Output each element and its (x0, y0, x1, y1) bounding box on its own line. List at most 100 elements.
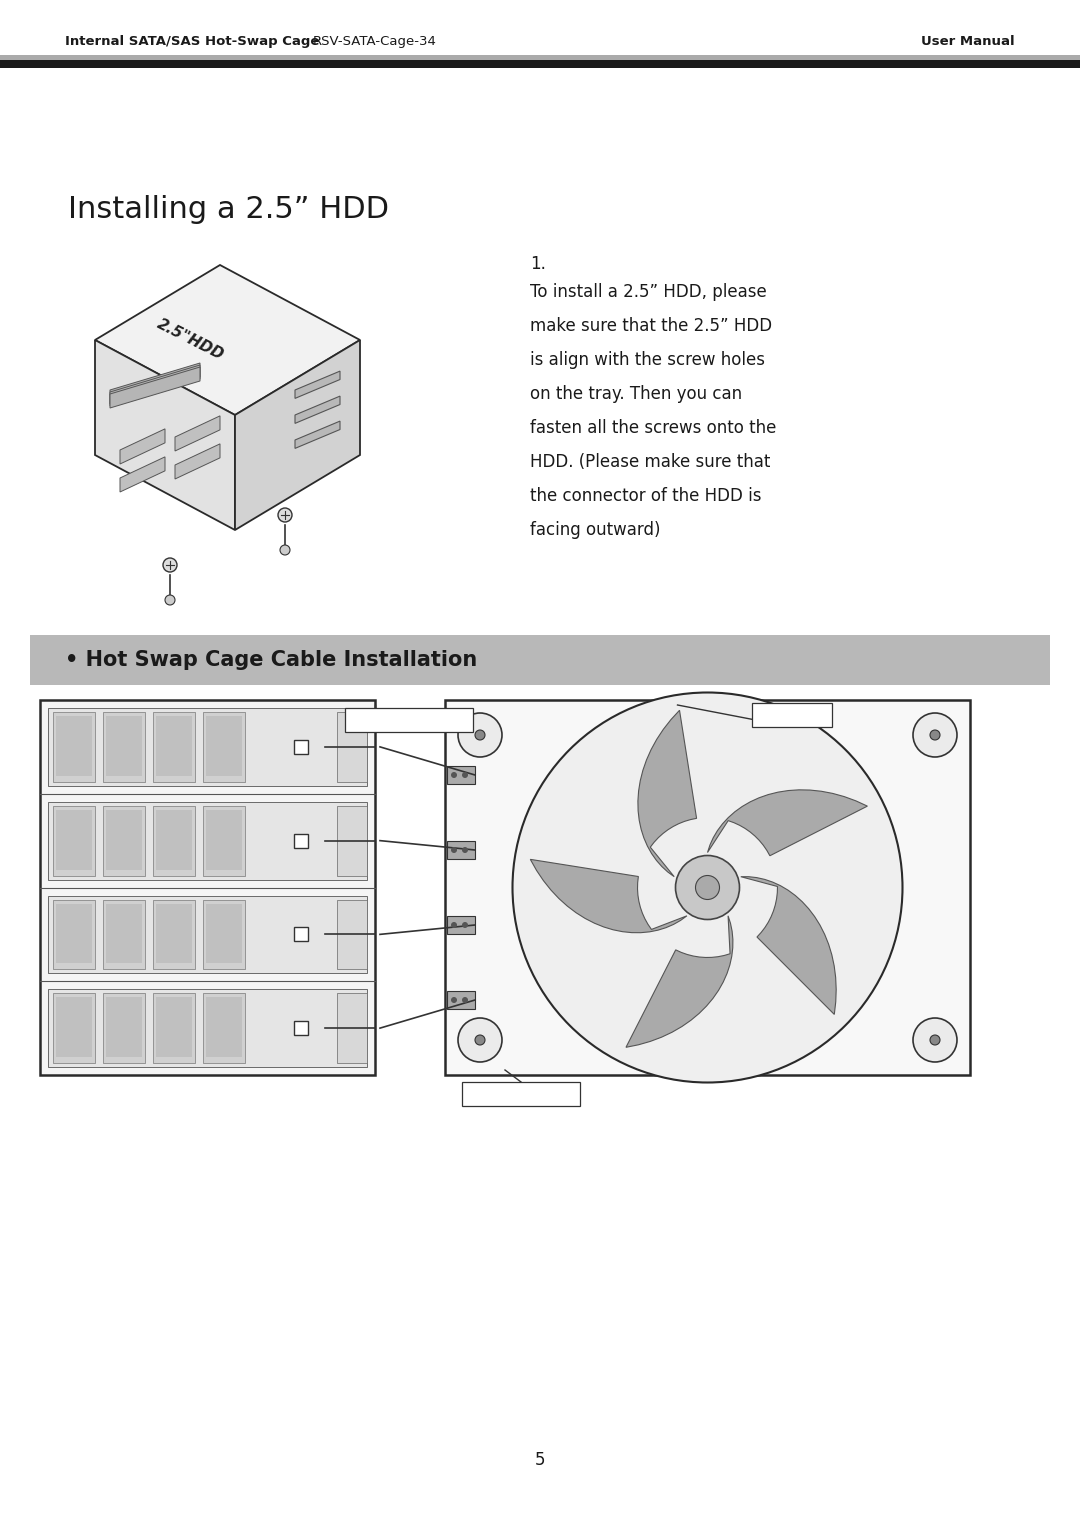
Polygon shape (235, 341, 360, 530)
Polygon shape (120, 457, 165, 492)
Polygon shape (175, 444, 220, 478)
Bar (337, 805, 367, 875)
Bar (345, 709, 473, 731)
Text: is align with the screw holes: is align with the screw holes (530, 351, 765, 369)
Bar (294, 740, 308, 754)
Circle shape (462, 846, 468, 852)
Circle shape (280, 545, 291, 556)
Bar (156, 810, 192, 869)
Circle shape (675, 855, 740, 919)
Bar (53, 993, 95, 1063)
Circle shape (930, 730, 940, 740)
Polygon shape (295, 371, 340, 398)
Circle shape (458, 713, 502, 757)
Bar (206, 998, 242, 1057)
Circle shape (165, 595, 175, 606)
Bar (203, 993, 245, 1063)
Circle shape (913, 713, 957, 757)
Bar (294, 928, 308, 942)
Bar (156, 716, 192, 775)
Text: on the tray. Then you can: on the tray. Then you can (530, 385, 742, 403)
Circle shape (462, 772, 468, 778)
Text: User Manual: User Manual (921, 35, 1015, 48)
Text: Fan 12CM: Fan 12CM (764, 709, 821, 722)
Text: • Hot Swap Cage Cable Installation: • Hot Swap Cage Cable Installation (65, 650, 477, 671)
Text: HDD 4: HDD 4 (325, 1022, 365, 1034)
Text: make sure that the 2.5” HDD: make sure that the 2.5” HDD (530, 316, 772, 335)
Bar (294, 1020, 308, 1036)
Text: HDD 3: HDD 3 (325, 928, 365, 940)
Bar (153, 805, 195, 875)
Bar (0, 61, 1080, 68)
Bar (103, 993, 145, 1063)
Circle shape (163, 559, 177, 572)
Text: fasten all the screws onto the: fasten all the screws onto the (530, 419, 777, 438)
Bar (752, 702, 832, 727)
Polygon shape (530, 860, 687, 933)
Circle shape (696, 875, 719, 899)
Bar (40, 699, 375, 1075)
Text: HDD power 12V: HDD power 12V (362, 713, 456, 727)
Circle shape (451, 922, 457, 928)
Circle shape (458, 1017, 502, 1061)
Bar (30, 634, 1050, 684)
Bar (106, 716, 141, 775)
Text: 5: 5 (535, 1450, 545, 1469)
Bar (48, 802, 367, 880)
Circle shape (513, 692, 903, 1083)
Bar (203, 712, 245, 781)
Bar (337, 899, 367, 969)
Bar (56, 998, 92, 1057)
Text: 2.5"HDD: 2.5"HDD (154, 316, 226, 363)
Text: 1.: 1. (530, 254, 545, 273)
Text: HDD. (Please make sure that: HDD. (Please make sure that (530, 453, 770, 471)
Circle shape (278, 509, 292, 522)
Circle shape (913, 1017, 957, 1061)
Polygon shape (110, 363, 200, 404)
Bar (0, 55, 1080, 61)
Polygon shape (295, 397, 340, 424)
Bar (103, 712, 145, 781)
Circle shape (451, 998, 457, 1002)
Bar (445, 699, 970, 1075)
Bar (206, 904, 242, 963)
Polygon shape (741, 877, 836, 1014)
Bar (56, 716, 92, 775)
Bar (447, 766, 475, 784)
Bar (106, 810, 141, 869)
Bar (447, 916, 475, 934)
Bar (53, 899, 95, 969)
Bar (447, 992, 475, 1008)
Bar (48, 989, 367, 1067)
Bar (53, 712, 95, 781)
Bar (337, 993, 367, 1063)
Text: the connector of the HDD is: the connector of the HDD is (530, 488, 761, 506)
Bar (106, 904, 141, 963)
Text: RSV-SATA-Cage-34: RSV-SATA-Cage-34 (313, 35, 437, 48)
Circle shape (475, 730, 485, 740)
Bar (153, 899, 195, 969)
Text: Fan power 12V: Fan power 12V (477, 1087, 565, 1101)
Bar (203, 805, 245, 875)
Polygon shape (626, 916, 733, 1048)
Polygon shape (638, 710, 697, 877)
Bar (153, 993, 195, 1063)
Bar (48, 895, 367, 974)
Bar (206, 810, 242, 869)
Polygon shape (175, 416, 220, 451)
Bar (106, 998, 141, 1057)
Bar (103, 899, 145, 969)
Bar (206, 716, 242, 775)
Text: To install a 2.5” HDD, please: To install a 2.5” HDD, please (530, 283, 767, 301)
Bar (103, 805, 145, 875)
Text: facing outward): facing outward) (530, 521, 661, 539)
Text: HDD 2: HDD 2 (325, 834, 365, 848)
Bar (462, 1083, 580, 1107)
Bar (56, 904, 92, 963)
Text: Installing a 2.5” HDD: Installing a 2.5” HDD (68, 195, 389, 224)
Polygon shape (95, 341, 235, 530)
Circle shape (462, 922, 468, 928)
Polygon shape (295, 421, 340, 448)
Polygon shape (707, 790, 867, 855)
Bar (56, 810, 92, 869)
